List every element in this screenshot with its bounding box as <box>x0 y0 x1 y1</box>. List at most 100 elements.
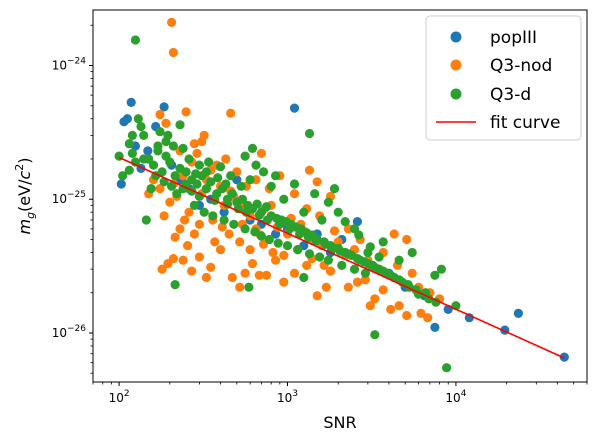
y-tick-label: 10−26 <box>52 324 87 340</box>
axes-layer: 102 103 104 10−26 10−25 10−24 <box>52 24 588 405</box>
point-q3-d <box>250 227 260 237</box>
point-q3-nod <box>271 255 281 265</box>
point-q3-d <box>141 215 151 225</box>
point-q3-nod <box>378 285 388 295</box>
point-q3-nod <box>180 215 190 225</box>
point-q3-d <box>124 139 134 149</box>
point-q3-d <box>262 215 272 225</box>
point-q3-d <box>442 363 452 373</box>
point-q3-d <box>124 165 134 175</box>
point-q3-nod <box>155 184 165 194</box>
point-q3-d <box>133 114 143 124</box>
point-q3-d <box>240 151 250 161</box>
point-q3-nod <box>394 301 404 311</box>
point-q3-d <box>273 238 283 248</box>
point-q3-d <box>208 211 218 221</box>
point-q3-d <box>354 230 364 240</box>
point-q3-d <box>194 160 204 170</box>
point-q3-nod <box>389 229 399 239</box>
point-q3-nod <box>167 17 177 27</box>
point-q3-nod <box>402 310 412 321</box>
point-q3-nod <box>279 250 289 260</box>
point-q3-nod <box>165 197 175 207</box>
point-q3-d <box>430 270 440 280</box>
point-q3-d <box>153 141 163 151</box>
point-q3-d <box>374 264 384 274</box>
point-q3-d <box>310 189 320 199</box>
point-q3-d <box>204 157 214 167</box>
point-q3-d <box>245 175 255 185</box>
point-q3-nod <box>325 266 336 276</box>
point-q3-d <box>271 171 281 181</box>
point-q3-d <box>252 199 262 209</box>
point-q3-nod <box>192 148 202 158</box>
point-q3-nod <box>197 136 207 147</box>
point-q3-d <box>370 330 380 340</box>
point-popiii <box>116 179 126 189</box>
point-q3-d <box>251 160 261 170</box>
point-q3-d <box>360 268 370 278</box>
point-q3-d <box>191 169 201 179</box>
point-q3-nod <box>312 177 322 187</box>
point-q3-d <box>323 255 333 265</box>
x-tick-label: 103 <box>277 389 298 405</box>
point-q3-d <box>382 268 392 278</box>
y-axis-label: mg(eV/c2) <box>13 157 37 234</box>
point-q3-nod <box>247 259 258 269</box>
point-q3-d <box>254 210 264 220</box>
point-q3-d <box>366 260 376 270</box>
point-q3-nod <box>386 304 396 314</box>
point-q3-nod <box>302 260 312 270</box>
point-q3-d <box>256 231 266 241</box>
point-q3-nod <box>256 148 266 158</box>
point-q3-nod <box>423 313 433 323</box>
point-q3-nod <box>189 229 199 239</box>
point-popiii <box>159 102 169 112</box>
point-q3-d <box>215 162 226 172</box>
point-q3-d <box>317 215 327 225</box>
point-popiii <box>513 308 524 318</box>
point-q3-nod <box>352 277 362 287</box>
point-q3-d <box>136 121 146 132</box>
point-q3-d <box>299 272 309 283</box>
point-q3-d <box>146 184 156 194</box>
point-q3-d <box>172 189 182 199</box>
point-q3-d <box>170 280 180 290</box>
point-q3-d <box>167 181 177 191</box>
legend-marker-q3-nod <box>450 59 462 71</box>
point-q3-nod <box>175 224 185 234</box>
point-q3-nod <box>254 270 264 280</box>
point-q3-nod <box>289 268 300 278</box>
point-q3-nod <box>227 272 237 283</box>
point-q3-d <box>227 189 237 199</box>
point-popiii <box>430 322 440 332</box>
point-q3-nod <box>178 255 188 265</box>
point-popiii <box>289 103 300 113</box>
legend-label-popiii: popIII <box>490 28 537 48</box>
point-q3-nod <box>402 234 412 245</box>
x-tick-label: 102 <box>109 389 130 405</box>
legend-marker-popiii <box>450 31 462 43</box>
point-q3-nod <box>189 139 199 149</box>
legend-marker-q3-d <box>450 88 462 100</box>
legend-label-fit-curve: fit curve <box>490 113 560 133</box>
point-popiii <box>126 97 136 107</box>
point-q3-d <box>343 249 353 259</box>
x-axis-label: SNR <box>323 413 356 432</box>
point-popiii <box>143 146 153 156</box>
point-q3-d <box>201 184 211 194</box>
point-q3-d <box>394 255 404 265</box>
point-q3-nod <box>201 272 211 283</box>
point-q3-nod <box>224 229 234 239</box>
point-q3-d <box>315 252 325 262</box>
point-q3-nod <box>261 270 272 280</box>
point-q3-d <box>320 239 331 249</box>
point-q3-d <box>199 207 209 217</box>
point-q3-nod <box>187 266 197 276</box>
point-q3-d <box>170 171 180 181</box>
point-q3-d <box>219 215 229 225</box>
point-q3-d <box>206 177 216 187</box>
point-q3-nod <box>194 219 204 229</box>
point-q3-d <box>340 217 350 227</box>
